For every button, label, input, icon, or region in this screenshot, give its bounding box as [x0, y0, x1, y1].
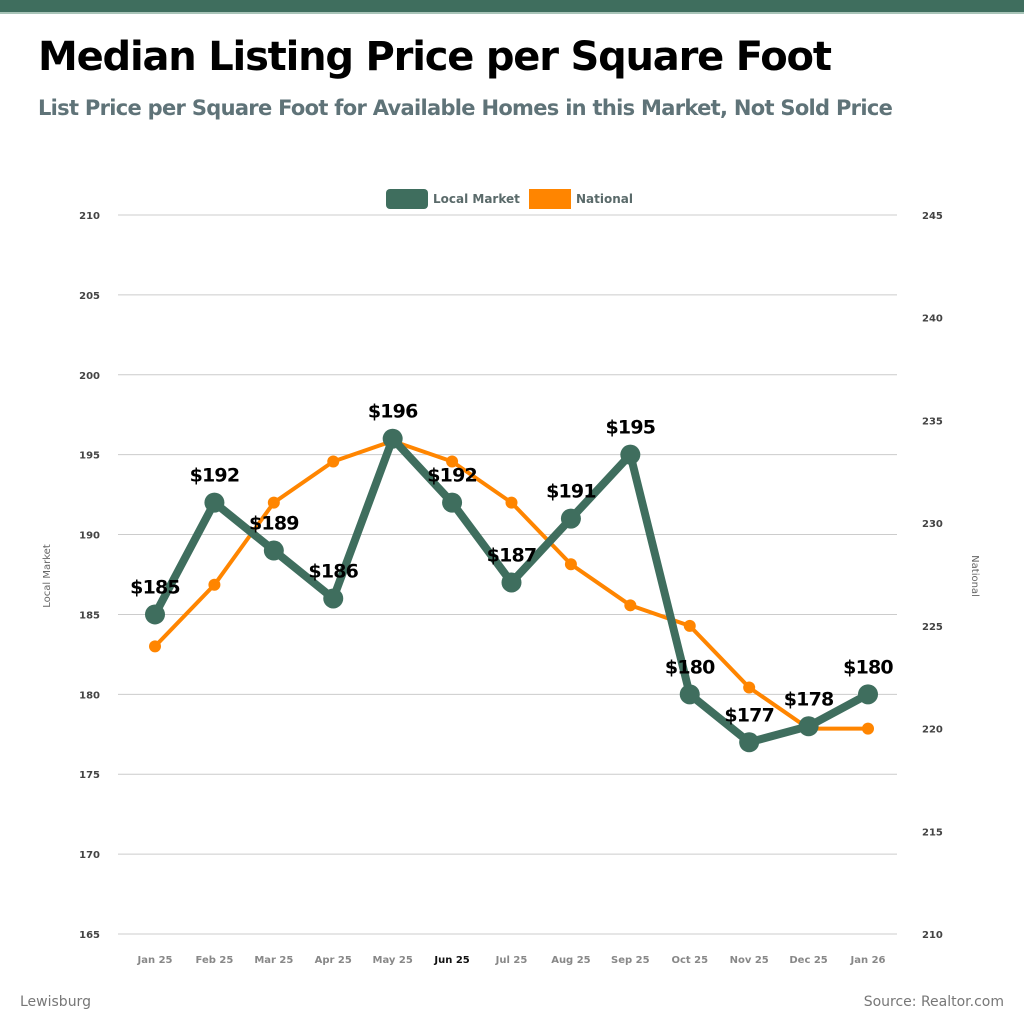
x-tick-label: Mar 25 [254, 955, 293, 966]
right-tick-label: 210 [922, 930, 943, 941]
national-point[interactable] [267, 496, 280, 509]
data-label: $192 [190, 465, 240, 487]
right-tick-label: 245 [922, 211, 943, 222]
local-point[interactable] [442, 492, 463, 513]
national-point[interactable] [327, 455, 340, 468]
location-label: Lewisburg [20, 994, 91, 1010]
left-tick-label: 205 [79, 291, 100, 302]
data-label: $177 [724, 704, 774, 726]
left-tick-label: 190 [79, 531, 100, 542]
local-point[interactable] [501, 572, 522, 593]
legend-swatch-local [386, 189, 428, 209]
left-tick-label: 175 [79, 770, 100, 781]
national-point[interactable] [564, 558, 577, 571]
right-tick-label: 220 [922, 725, 943, 736]
left-axis-ticks: 165 170 175 180 185 190 195 200 205 210 [79, 211, 100, 941]
data-label: $191 [546, 481, 596, 503]
left-tick-label: 165 [79, 930, 100, 941]
x-axis-ticks: Jan 25 Feb 25 Mar 25 Apr 25 May 25 Jun 25 Jul … [137, 955, 886, 966]
legend: Local Market National [386, 189, 633, 209]
data-label: $192 [427, 465, 477, 487]
gridlines [118, 214, 897, 935]
national-point[interactable] [208, 578, 221, 591]
local-point[interactable] [620, 444, 641, 465]
national-point[interactable] [624, 599, 637, 612]
right-tick-label: 240 [922, 314, 943, 325]
page-title: Median Listing Price per Square Foot [38, 34, 832, 80]
series-local [145, 428, 878, 753]
x-tick-label: Nov 25 [730, 955, 769, 966]
local-point[interactable] [739, 732, 760, 753]
data-labels: $185 $192 $189 $186 $196 $192 $187 $191 $195 $180… [130, 401, 894, 727]
national-point[interactable] [683, 619, 696, 632]
x-tick-label: Jan 25 [137, 955, 173, 966]
x-tick-label: May 25 [373, 955, 413, 966]
x-tick-label: Jul 25 [495, 955, 528, 966]
left-tick-label: 210 [79, 211, 100, 222]
local-point[interactable] [858, 684, 878, 705]
legend-item-national[interactable]: National [529, 189, 633, 209]
national-point[interactable] [743, 681, 756, 694]
x-tick-label: Jun 25 [433, 955, 469, 966]
left-tick-label: 185 [79, 610, 100, 621]
legend-label-local: Local Market [433, 192, 520, 206]
national-point[interactable] [505, 496, 518, 509]
national-point[interactable] [862, 722, 874, 735]
data-label: $195 [605, 417, 655, 439]
source-label: Source: Realtor.com [863, 994, 1004, 1010]
local-point[interactable] [263, 540, 284, 561]
right-tick-label: 230 [922, 519, 943, 530]
right-tick-label: 225 [922, 622, 943, 633]
national-point[interactable] [446, 455, 459, 468]
local-point[interactable] [382, 428, 403, 449]
x-tick-label: Aug 25 [551, 955, 590, 966]
x-tick-label: Jan 26 [850, 955, 886, 966]
data-label: $186 [308, 560, 358, 582]
data-label: $196 [368, 401, 418, 423]
x-tick-label: Oct 25 [671, 955, 708, 966]
x-tick-label: Dec 25 [789, 955, 827, 966]
data-label: $178 [784, 688, 834, 710]
data-label: $180 [665, 656, 715, 678]
local-point[interactable] [204, 492, 225, 513]
local-point[interactable] [560, 508, 581, 529]
x-tick-label: Sep 25 [611, 955, 650, 966]
local-point[interactable] [145, 604, 165, 625]
local-point[interactable] [323, 588, 344, 609]
legend-swatch-national [529, 189, 571, 209]
local-point[interactable] [679, 684, 700, 705]
page-subtitle: List Price per Square Foot for Available… [38, 96, 893, 120]
x-tick-label: Apr 25 [315, 955, 352, 966]
right-tick-label: 215 [922, 827, 943, 838]
data-label: $185 [130, 576, 180, 598]
left-tick-label: 170 [79, 850, 100, 861]
data-label: $187 [487, 544, 537, 566]
local-point[interactable] [798, 716, 819, 737]
legend-item-local[interactable]: Local Market [386, 189, 520, 209]
right-tick-label: 235 [922, 416, 943, 427]
left-tick-label: 195 [79, 451, 100, 462]
legend-label-national: National [576, 192, 633, 206]
x-tick-label: Feb 25 [196, 955, 234, 966]
data-label: $189 [249, 513, 299, 535]
left-tick-label: 180 [79, 690, 100, 701]
national-point[interactable] [149, 640, 161, 653]
right-axis-ticks: 210 215 220 225 230 235 240 245 [922, 211, 943, 941]
left-axis-title: Local Market [42, 544, 53, 608]
left-tick-label: 200 [79, 371, 100, 382]
right-axis-title: National [969, 555, 980, 597]
top-accent-bar [0, 0, 1024, 14]
data-label: $180 [843, 656, 893, 678]
